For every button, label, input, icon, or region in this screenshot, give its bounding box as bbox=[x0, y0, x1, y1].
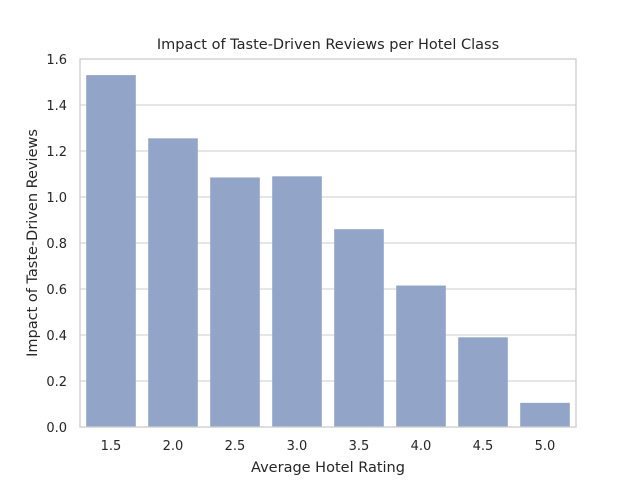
x-tick-label: 3.0 bbox=[287, 439, 308, 454]
x-tick-label: 4.0 bbox=[411, 439, 432, 454]
chart-title: Impact of Taste-Driven Reviews per Hotel… bbox=[157, 37, 499, 53]
x-tick-label: 1.5 bbox=[101, 439, 122, 454]
y-tick-label: 0.4 bbox=[46, 329, 67, 344]
x-tick-label: 2.5 bbox=[225, 439, 246, 454]
x-axis-label: Average Hotel Rating bbox=[251, 460, 405, 476]
bar-3.0 bbox=[272, 176, 322, 427]
bar-2.0 bbox=[148, 138, 198, 427]
bar-2.5 bbox=[210, 177, 260, 427]
y-tick-label: 0.0 bbox=[46, 421, 67, 436]
bar-5.0 bbox=[520, 402, 570, 427]
plot-frame bbox=[79, 58, 577, 428]
bar-4.0 bbox=[396, 285, 446, 427]
y-tick-label: 0.8 bbox=[46, 237, 67, 252]
y-tick-label: 0.2 bbox=[46, 375, 67, 390]
y-axis-label: Impact of Taste-Driven Reviews bbox=[25, 129, 41, 357]
y-tick-label: 1.4 bbox=[46, 99, 67, 114]
x-tick-label: 3.5 bbox=[349, 439, 370, 454]
y-tick-label: 0.6 bbox=[46, 283, 67, 298]
y-tick-labels: 0.0 0.2 0.4 0.6 0.8 1.0 1.2 1.4 1.6 bbox=[46, 53, 67, 436]
bar-1.5 bbox=[86, 75, 136, 427]
y-tick-label: 1.2 bbox=[46, 145, 67, 160]
y-tick-label: 1.0 bbox=[46, 191, 67, 206]
y-tick-label: 1.6 bbox=[46, 53, 67, 68]
x-tick-labels: 1.5 2.0 2.5 3.0 3.5 4.0 4.5 5.0 bbox=[101, 439, 556, 454]
bars bbox=[86, 75, 570, 427]
x-tick-label: 5.0 bbox=[535, 439, 556, 454]
x-tick-label: 2.0 bbox=[163, 439, 184, 454]
x-tick-label: 4.5 bbox=[473, 439, 494, 454]
bar-4.5 bbox=[458, 337, 508, 427]
bar-3.5 bbox=[334, 229, 384, 427]
